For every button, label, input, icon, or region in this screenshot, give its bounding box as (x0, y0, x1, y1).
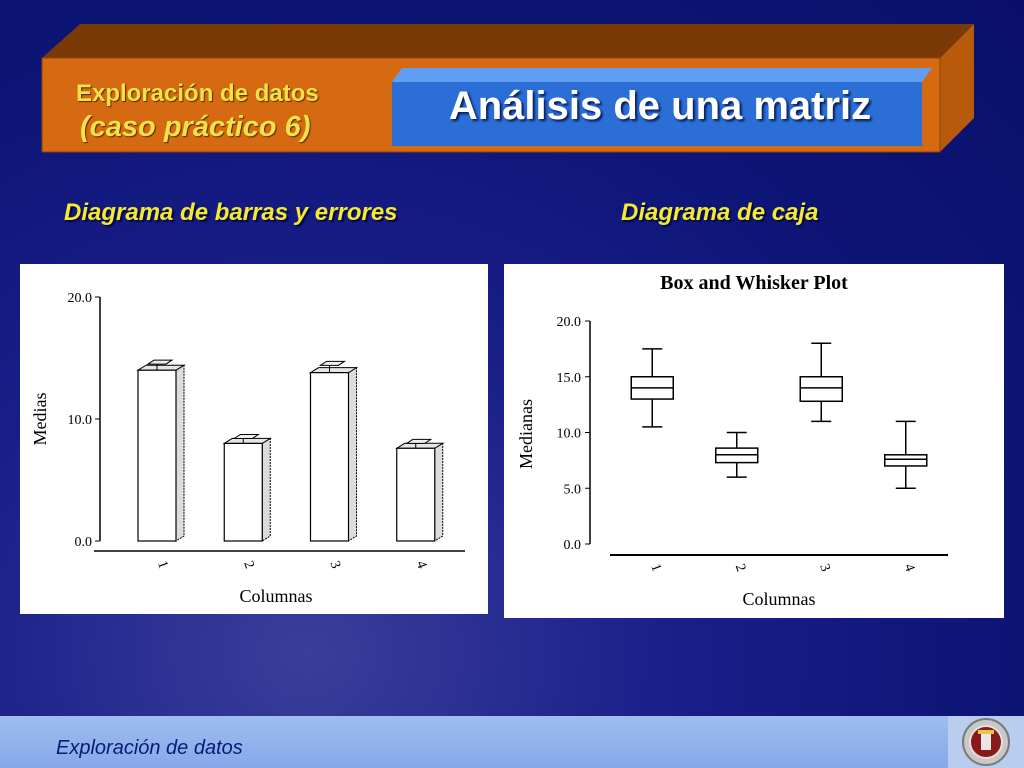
bar (309, 372, 350, 542)
bar-side (434, 442, 444, 542)
x-axis-label: Columnas (742, 589, 815, 609)
bar-chart-panel: 0.0 10.0 20.0 1 2 3 4 Columnas Medias (20, 264, 488, 614)
box-chart: Box and Whisker Plot 0.0 5.0 10.0 15.0 20.0 1 2… (516, 272, 948, 609)
header-section-label: Exploración de datos (76, 80, 319, 107)
bar-side (261, 437, 271, 542)
y-axis-label: Medianas (516, 399, 536, 469)
y-tick-label: 20.0 (68, 291, 93, 306)
bar-top (222, 437, 272, 444)
footer-bar: Exploración de datos (0, 716, 1024, 768)
x-tick-label: 2 (240, 559, 256, 571)
box-chart-panel: Box and Whisker Plot 0.0 5.0 10.0 15.0 20.0 1 2… (504, 264, 1004, 618)
y-tick-label: 10.0 (68, 413, 93, 428)
x-tick-label: 2 (732, 562, 748, 574)
right-chart-subtitle: Diagrama de caja (621, 199, 819, 226)
error-cap (146, 359, 174, 365)
left-chart-subtitle: Diagrama de barras y errores (64, 199, 398, 226)
x-tick-label: 4 (413, 559, 429, 571)
error-cap (318, 360, 347, 366)
bar-side (348, 366, 357, 542)
bar-top (395, 442, 445, 449)
footer-text: Exploración de datos (56, 737, 243, 759)
y-tick-label: 5.0 (564, 482, 582, 497)
x-axis-label: Columnas (239, 586, 312, 606)
bar (223, 442, 263, 542)
bar-top (308, 367, 359, 374)
x-tick-label: 1 (154, 559, 170, 571)
y-tick-label: 20.0 (557, 315, 582, 330)
box (884, 454, 928, 467)
error-cap (232, 434, 260, 440)
page-title: Análisis de una matriz (448, 84, 872, 128)
x-tick-label: 4 (901, 562, 917, 574)
bar-chart: 0.0 10.0 20.0 1 2 3 4 Columnas Medias (30, 291, 465, 606)
x-tick-label: 1 (647, 562, 663, 574)
x-tick-label: 3 (327, 559, 343, 571)
y-tick-label: 10.0 (557, 427, 582, 442)
y-tick-label: 0.0 (564, 538, 582, 553)
box (799, 376, 843, 403)
y-axis-label: Medias (30, 393, 50, 446)
chart-title: Box and Whisker Plot (660, 272, 848, 294)
error-cap (405, 438, 433, 444)
bar (137, 369, 177, 542)
bar-side (175, 364, 185, 542)
bar (396, 447, 436, 542)
header-ribbon (41, 24, 974, 153)
x-tick-label: 3 (816, 562, 832, 574)
bar-top (136, 364, 186, 371)
header-case-label: (caso práctico 6) (80, 111, 311, 143)
y-tick-label: 0.0 (75, 535, 93, 550)
university-seal-icon (948, 716, 1024, 768)
y-tick-label: 15.0 (557, 371, 582, 386)
